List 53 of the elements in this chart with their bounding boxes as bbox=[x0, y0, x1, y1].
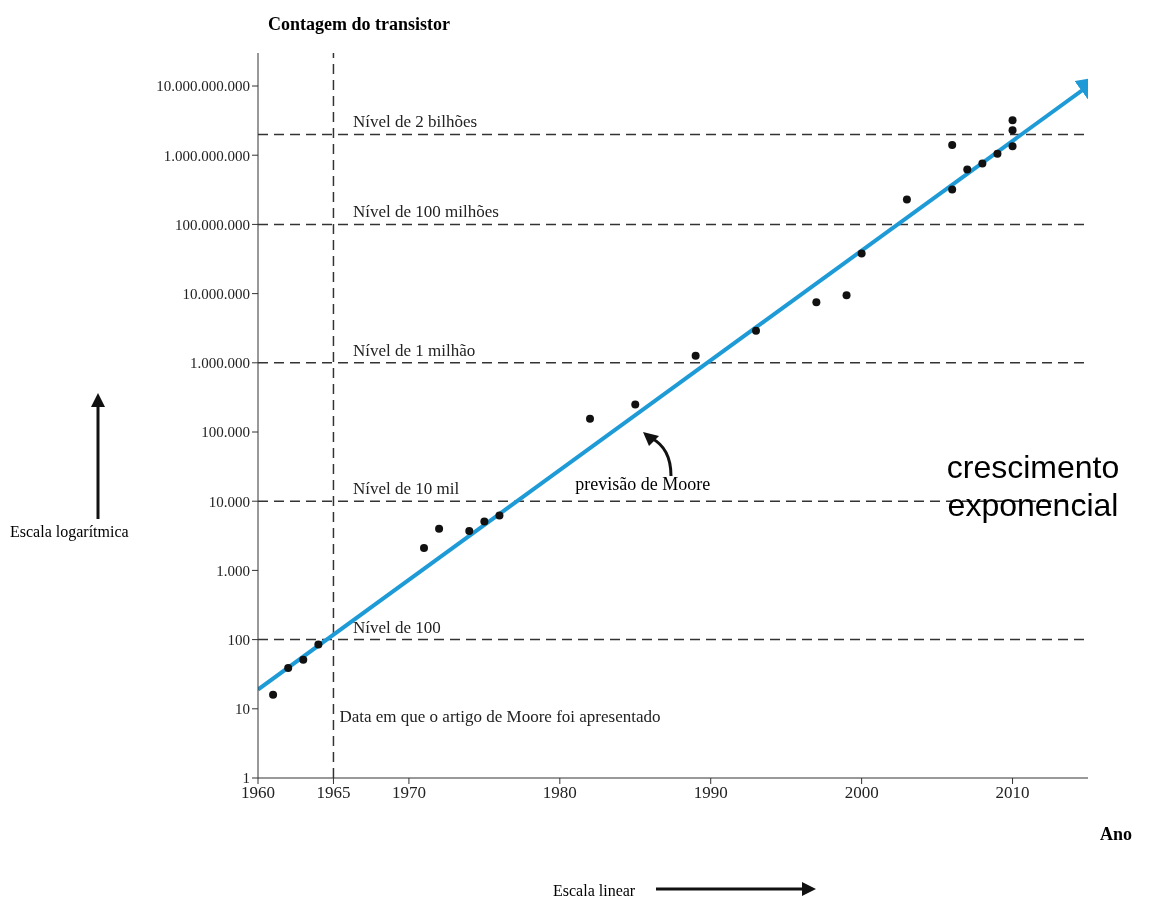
annotation: crescimento exponencial bbox=[945, 448, 1121, 525]
y-tick-label: 100.000.000 bbox=[175, 216, 250, 233]
y-tick-label: 1.000 bbox=[216, 562, 250, 579]
x-tick-label: 1970 bbox=[391, 783, 426, 803]
point bbox=[435, 524, 444, 533]
y-tick-label: 10 bbox=[235, 701, 250, 718]
text: Escala logarítmica bbox=[10, 523, 129, 541]
point bbox=[586, 414, 594, 423]
point bbox=[299, 655, 308, 664]
y-tick-label: 100.000 bbox=[201, 424, 250, 441]
point bbox=[857, 249, 866, 258]
point bbox=[284, 663, 293, 672]
point bbox=[948, 141, 957, 150]
point bbox=[978, 159, 987, 168]
x-axis-title: Ano bbox=[1100, 824, 1133, 845]
point bbox=[842, 291, 851, 300]
x-tick-label: 2010 bbox=[995, 783, 1030, 803]
point bbox=[1008, 142, 1017, 151]
point bbox=[948, 185, 957, 194]
point bbox=[1008, 116, 1017, 125]
point bbox=[993, 149, 1002, 158]
point bbox=[691, 351, 700, 360]
point bbox=[1008, 126, 1017, 135]
y-tick-label: 1.000.000 bbox=[190, 355, 250, 372]
x-tick-label: 1980 bbox=[542, 783, 577, 803]
x-tick-label: 1965 bbox=[316, 783, 351, 803]
y-tick-label: 1.000.000.000 bbox=[163, 147, 250, 164]
ref-line-label: Nível de 100 milhões bbox=[353, 202, 499, 222]
point bbox=[495, 511, 504, 520]
y-tick-label: 10.000.000.000 bbox=[156, 78, 250, 95]
point bbox=[420, 544, 428, 553]
point bbox=[963, 165, 972, 174]
ref-line-label: Nível de 10 mil bbox=[353, 479, 460, 499]
ref-line-label: Nível de 100 bbox=[353, 617, 441, 637]
point bbox=[902, 195, 911, 204]
point bbox=[314, 640, 323, 649]
x-tick-label: 2000 bbox=[844, 783, 879, 803]
point bbox=[480, 517, 489, 526]
point bbox=[752, 326, 760, 335]
y-tick-label: 100 bbox=[227, 631, 250, 648]
y-tick-label: 10.000 bbox=[208, 493, 250, 510]
y-tick-label: 10.000.000 bbox=[182, 285, 250, 302]
ref-line-label: Nível de 2 bilhões bbox=[353, 112, 478, 132]
x-tick-label: 1990 bbox=[693, 783, 728, 803]
y-axis-title: Contagem do transistor bbox=[268, 14, 450, 35]
text: Escala linear bbox=[553, 882, 636, 900]
point bbox=[269, 690, 278, 699]
annotation: previsão de Moore bbox=[575, 473, 711, 495]
ref-line-label: Nível de 1 milhão bbox=[353, 340, 476, 360]
ref-line-label: Data em que o artigo de Moore foi apresentado bbox=[339, 707, 661, 726]
point bbox=[631, 400, 640, 409]
point bbox=[465, 527, 474, 536]
point bbox=[812, 298, 821, 307]
